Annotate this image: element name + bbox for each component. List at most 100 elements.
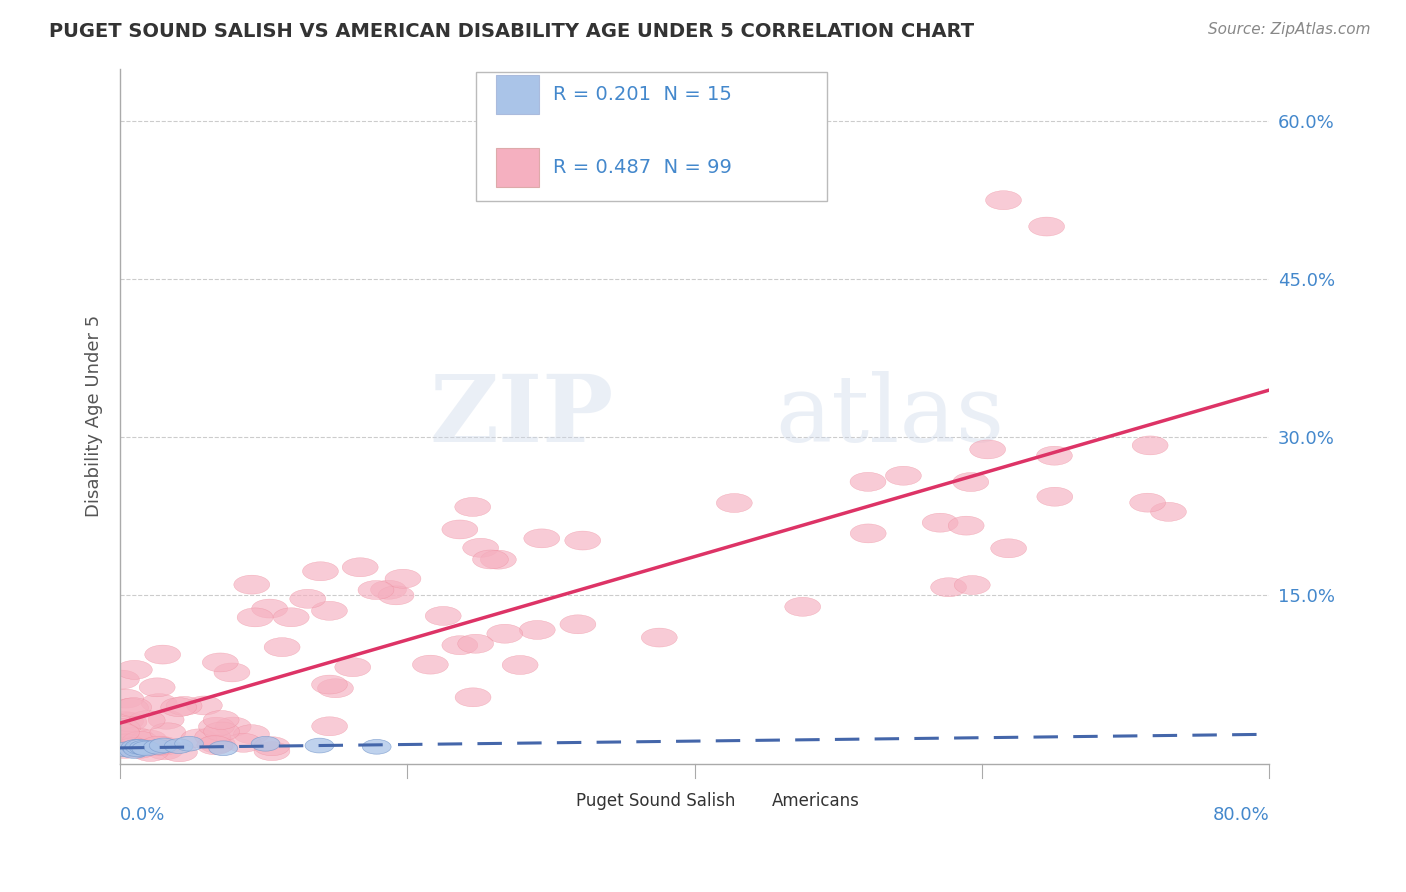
Ellipse shape [273,607,309,627]
Ellipse shape [472,550,509,569]
Ellipse shape [312,601,347,620]
Ellipse shape [851,524,886,543]
Ellipse shape [560,615,596,634]
Ellipse shape [118,727,153,746]
Ellipse shape [922,513,957,533]
Ellipse shape [716,493,752,513]
Ellipse shape [104,727,139,747]
FancyBboxPatch shape [477,72,827,201]
Ellipse shape [104,719,141,738]
Ellipse shape [187,696,222,715]
Text: Puget Sound Salish: Puget Sound Salish [576,792,735,810]
Ellipse shape [502,656,538,674]
Ellipse shape [215,717,252,736]
Ellipse shape [312,717,347,736]
Ellipse shape [129,740,159,755]
Ellipse shape [209,741,238,756]
Ellipse shape [115,698,152,716]
FancyBboxPatch shape [496,76,540,113]
Ellipse shape [214,663,250,681]
Ellipse shape [107,739,142,758]
Text: ZIP: ZIP [430,371,614,461]
Ellipse shape [454,498,491,516]
FancyBboxPatch shape [540,789,565,813]
Ellipse shape [254,741,290,761]
Ellipse shape [202,653,238,672]
Ellipse shape [141,694,177,713]
Ellipse shape [1150,502,1187,521]
Ellipse shape [970,440,1005,458]
Text: 80.0%: 80.0% [1212,806,1270,824]
Ellipse shape [1132,436,1168,455]
Text: R = 0.201  N = 15: R = 0.201 N = 15 [554,85,733,104]
Ellipse shape [104,670,139,689]
Ellipse shape [125,739,153,755]
Ellipse shape [149,738,179,753]
Ellipse shape [335,657,371,677]
Ellipse shape [174,736,204,751]
Ellipse shape [112,742,141,756]
Ellipse shape [1036,446,1073,465]
Ellipse shape [481,550,516,569]
Ellipse shape [524,529,560,548]
Ellipse shape [194,727,231,747]
Ellipse shape [200,734,235,753]
Ellipse shape [441,636,478,655]
Text: PUGET SOUND SALISH VS AMERICAN DISABILITY AGE UNDER 5 CORRELATION CHART: PUGET SOUND SALISH VS AMERICAN DISABILIT… [49,22,974,41]
Ellipse shape [120,744,149,758]
Ellipse shape [252,599,288,618]
Ellipse shape [181,729,217,747]
Ellipse shape [412,655,449,674]
Ellipse shape [441,520,478,539]
Ellipse shape [122,739,157,758]
Ellipse shape [146,741,183,760]
Text: R = 0.487  N = 99: R = 0.487 N = 99 [554,158,733,178]
Ellipse shape [986,191,1022,210]
Ellipse shape [486,624,523,643]
Text: atlas: atlas [775,371,1004,461]
Ellipse shape [463,538,499,558]
Ellipse shape [342,558,378,577]
Ellipse shape [139,678,176,697]
Ellipse shape [204,722,239,741]
Ellipse shape [105,738,141,756]
Ellipse shape [1036,487,1073,506]
Ellipse shape [302,562,339,581]
Ellipse shape [145,737,181,756]
Ellipse shape [312,675,347,694]
Ellipse shape [131,730,167,749]
Ellipse shape [305,739,333,753]
Ellipse shape [108,734,143,753]
Ellipse shape [132,742,169,762]
Ellipse shape [233,575,270,594]
Ellipse shape [145,645,180,664]
Ellipse shape [264,638,299,657]
Ellipse shape [160,698,197,716]
Ellipse shape [425,607,461,625]
Ellipse shape [886,467,921,485]
Ellipse shape [318,679,353,698]
Ellipse shape [385,569,420,588]
Ellipse shape [290,590,326,608]
Ellipse shape [991,539,1026,558]
Text: 0.0%: 0.0% [120,806,166,824]
Ellipse shape [121,739,150,755]
Ellipse shape [204,710,239,730]
Ellipse shape [931,578,966,597]
Ellipse shape [785,598,821,616]
Ellipse shape [378,586,413,605]
Ellipse shape [371,581,406,599]
Ellipse shape [132,741,160,756]
FancyBboxPatch shape [496,148,540,186]
Ellipse shape [252,737,280,751]
Text: Source: ZipAtlas.com: Source: ZipAtlas.com [1208,22,1371,37]
Ellipse shape [519,621,555,640]
Ellipse shape [197,736,233,755]
Text: Americans: Americans [772,792,859,810]
Ellipse shape [141,736,176,756]
Ellipse shape [148,710,184,730]
Ellipse shape [162,743,197,762]
Ellipse shape [108,690,143,708]
Ellipse shape [143,739,173,755]
Ellipse shape [165,739,193,754]
